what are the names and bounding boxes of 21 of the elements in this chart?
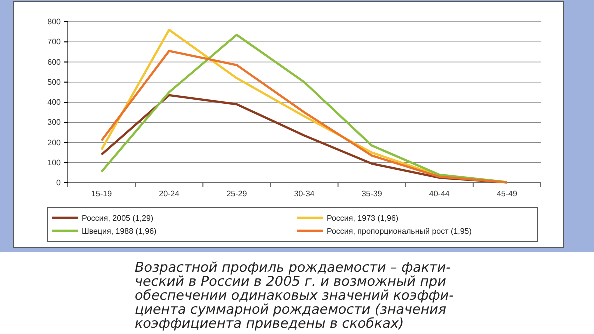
x-tick-label: 45-49 [496, 190, 518, 199]
legend-label: Россия, 1973 (1,96) [327, 214, 399, 223]
x-tick-label: 30-34 [294, 190, 316, 199]
y-tick-label: 800 [48, 18, 62, 27]
y-tick-label: 700 [48, 38, 62, 47]
legend-label: Швеция, 1988 (1,96) [82, 227, 158, 236]
y-tick-label: 200 [48, 138, 62, 148]
y-tick-label: 0 [56, 178, 62, 188]
y-tick-label: 500 [48, 78, 62, 87]
x-tick-label: 15-19 [92, 190, 113, 199]
y-tick-label: 100 [48, 158, 62, 168]
x-tick-label: 40-44 [429, 190, 450, 199]
y-tick-label: 400 [48, 98, 62, 108]
y-tick-label: 300 [48, 118, 62, 128]
legend-label: Россия, 2005 (1,29) [82, 214, 154, 223]
text: Возрастной профиль рождаемости – факти- ческий в России в 2005 г. и возможный при обеспечении одинаковых значений коэффи- циента суммарной рождаемости (значения коэффициента приведены в скобках) [135, 260, 454, 332]
y-tick-label: 600 [48, 58, 62, 67]
legend-label: Россия, пропорциональный рост (1,95) [327, 227, 472, 236]
x-tick-label: 35-39 [362, 190, 383, 199]
x-tick-label: 20-24 [159, 190, 180, 199]
x-tick-label: 25-29 [226, 190, 248, 199]
